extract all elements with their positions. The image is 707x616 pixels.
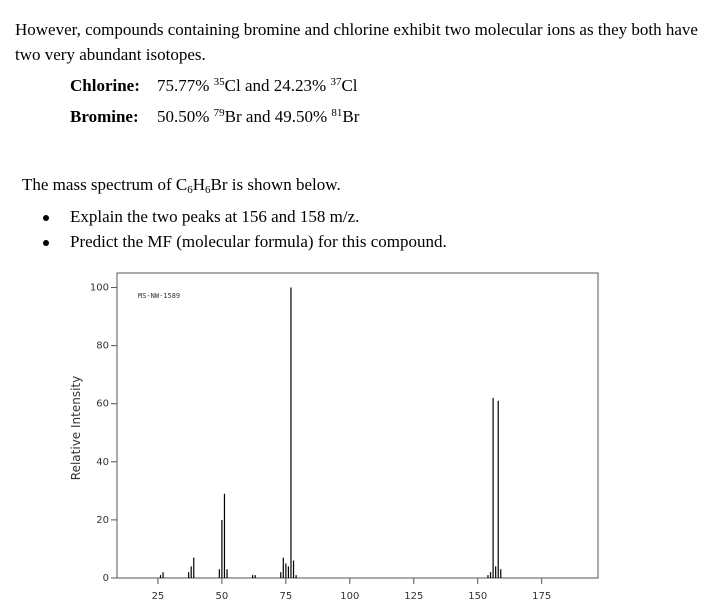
bromine-line: Bromine: 50.50% 79Br and 49.50% 81Br <box>70 107 359 127</box>
text: 50.50% <box>157 107 214 126</box>
x-tick-label: 175 <box>532 591 551 602</box>
sup: 35 <box>213 76 225 88</box>
text: Cl <box>341 76 358 95</box>
x-tick-label: 125 <box>404 591 423 602</box>
bullet <box>43 240 49 246</box>
x-tick-label: 75 <box>279 591 292 602</box>
y-tick-label: 60 <box>96 399 109 410</box>
chlorine-line: Chlorine: 75.77% 35Cl and 24.23% 37Cl <box>70 76 358 96</box>
text: The mass spectrum of C <box>22 175 188 194</box>
sub: 6 <box>205 184 211 196</box>
sub: 6 <box>187 184 193 196</box>
text: Br and 49.50% <box>224 107 332 126</box>
annotation: MS-NW-1589 <box>138 292 180 300</box>
label: Chlorine: <box>70 76 140 95</box>
label: Bromine: <box>70 107 139 126</box>
paragraph: However, compounds containing bromine an… <box>15 20 698 64</box>
y-tick-label: 0 <box>103 573 109 584</box>
x-tick-label: 150 <box>468 591 487 602</box>
bullet-text: Predict the MF (molecular formula) for t… <box>70 232 447 251</box>
text: Br is shown below. <box>210 175 341 194</box>
text: Br <box>342 107 360 126</box>
y-tick-label: 40 <box>96 457 109 468</box>
text: Cl and 24.23% <box>224 76 331 95</box>
text: 75.77% <box>157 76 214 95</box>
x-tick-label: 100 <box>340 591 359 602</box>
plot-frame <box>116 272 599 579</box>
question: The mass spectrum of C6H6Br is shown bel… <box>22 175 341 196</box>
bullet-text: Explain the two peaks at 156 and 158 m/z… <box>70 207 360 226</box>
y-tick-label: 80 <box>96 341 109 352</box>
x-tick-label: 50 <box>216 591 229 602</box>
y-axis-label: Relative Intensity <box>69 376 83 480</box>
sup: 81 <box>331 107 343 119</box>
sup: 79 <box>213 107 225 119</box>
y-tick-label: 100 <box>90 283 109 294</box>
sup: 37 <box>330 76 342 88</box>
text: H <box>192 175 206 194</box>
bullet <box>43 215 49 221</box>
y-tick-label: 20 <box>96 515 109 526</box>
x-tick-label: 25 <box>152 591 165 602</box>
